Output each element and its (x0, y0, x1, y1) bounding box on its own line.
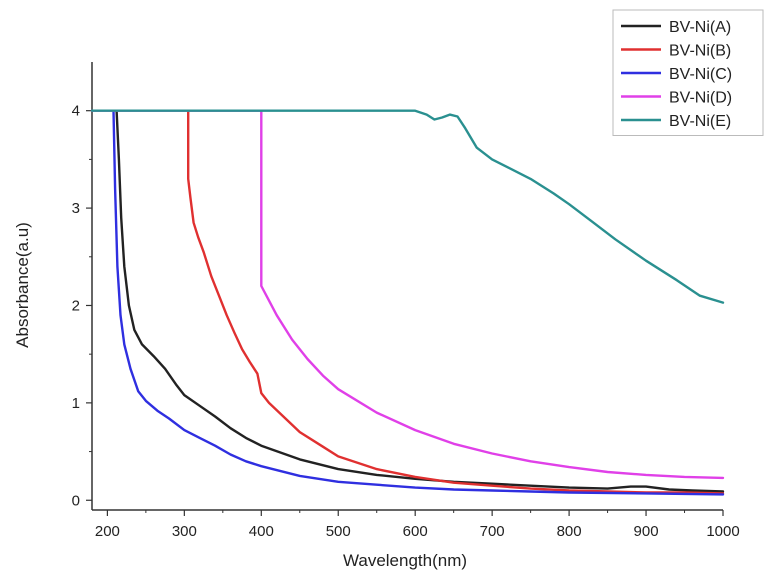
series-line-BV-Ni(E) (90, 109, 725, 304)
series-layer (90, 109, 725, 496)
y-tick-label: 2 (72, 297, 80, 314)
series-line-BV-Ni(D) (90, 109, 725, 480)
y-tick-label: 4 (72, 103, 80, 120)
x-axis-title: Wavelength(nm) (343, 551, 467, 570)
axes: 200 300 400 500 600 700 800 900 1000 0 1 2 3 4 (72, 62, 740, 540)
x-tick-label: 200 (95, 523, 120, 540)
series-line-BV-Ni(C) (112, 109, 725, 496)
x-tick-label: 500 (326, 523, 351, 540)
series-line-BV-Ni(A) (115, 109, 725, 493)
legend-label: BV-Ni(C) (669, 66, 732, 83)
y-tick-label: 3 (72, 200, 80, 217)
x-tick-label: 300 (172, 523, 197, 540)
legend-label: BV-Ni(A) (669, 19, 731, 36)
legend-label: BV-Ni(E) (669, 113, 731, 130)
x-tick-label: 800 (557, 523, 582, 540)
x-tick-label: 700 (480, 523, 505, 540)
y-tick-label: 1 (72, 395, 80, 412)
x-tick-label: 900 (634, 523, 659, 540)
legend-label: BV-Ni(B) (669, 43, 731, 60)
legend: BV-Ni(A) BV-Ni(B) BV-Ni(C) BV-Ni(D) BV-Ni(E) (612, 9, 764, 136)
legend-label: BV-Ni(D) (669, 90, 732, 107)
y-tick-label: 0 (72, 492, 80, 509)
x-tick-label: 1000 (706, 523, 739, 540)
x-tick-label: 600 (403, 523, 428, 540)
x-tick-label: 400 (249, 523, 274, 540)
y-axis-title: Absorbance(a.u) (13, 222, 32, 348)
series-line-BV-Ni(B) (187, 109, 725, 495)
